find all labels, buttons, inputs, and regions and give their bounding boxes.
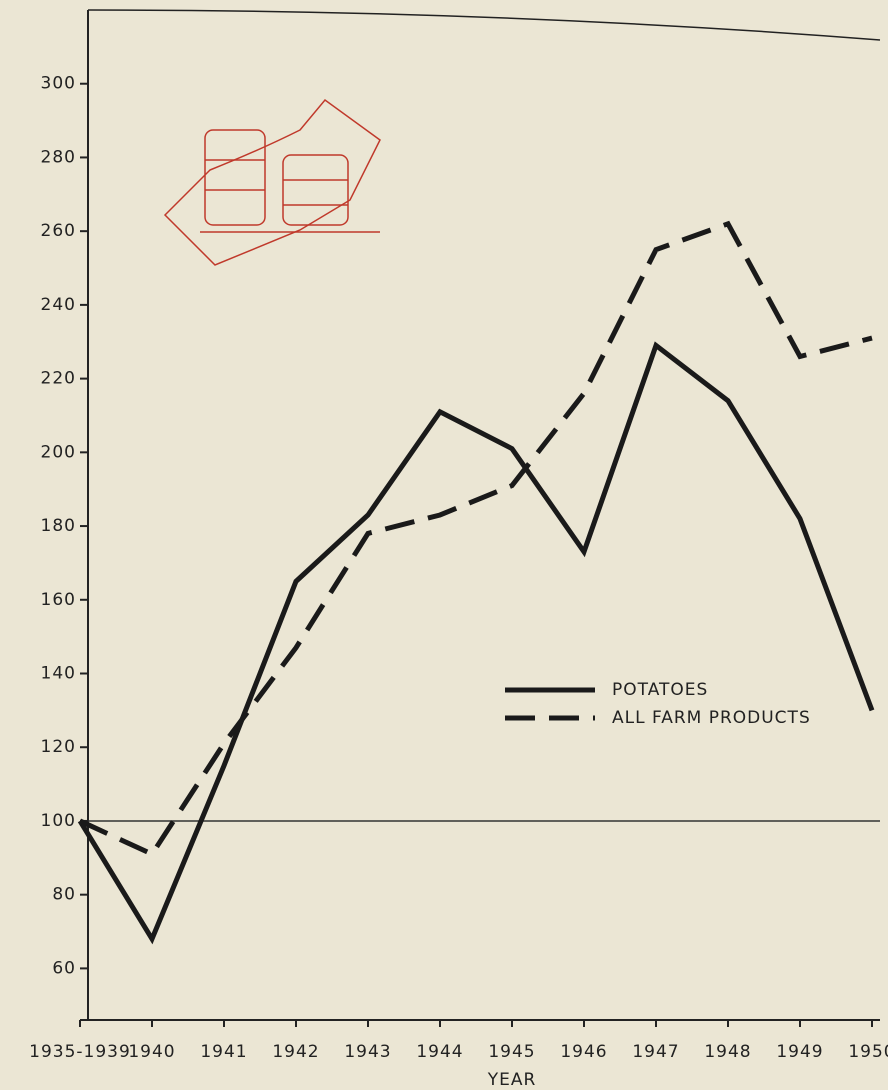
y-tick-label: 180	[41, 516, 76, 536]
y-tick-label: 260	[41, 221, 76, 241]
y-tick-label: 160	[41, 590, 76, 610]
y-tick-label: 100	[41, 811, 76, 831]
x-tick-label: 1941	[200, 1042, 247, 1062]
x-tick-label: 1940	[128, 1042, 175, 1062]
y-tick-label: 300	[41, 74, 76, 94]
legend-label: ALL FARM PRODUCTS	[612, 708, 811, 728]
x-tick-label: 1945	[488, 1042, 535, 1062]
y-tick-label: 140	[41, 664, 76, 684]
illustration	[163, 98, 381, 266]
x-tick-label: 1947	[632, 1042, 679, 1062]
y-tick-label: 60	[52, 958, 76, 978]
legend-label: POTATOES	[612, 680, 708, 700]
x-tick-label: 1949	[776, 1042, 823, 1062]
y-tick-label: 220	[41, 369, 76, 389]
y-tick-label: 200	[41, 442, 76, 462]
x-tick-label: 1943	[344, 1042, 391, 1062]
x-tick-label: 1944	[416, 1042, 463, 1062]
x-tick-label: 1942	[272, 1042, 319, 1062]
y-tick-label: 120	[41, 737, 76, 757]
series-line	[78, 220, 873, 858]
x-tick-label: 1948	[704, 1042, 751, 1062]
y-tick-label: 280	[41, 147, 76, 167]
x-tick-label: 1946	[560, 1042, 607, 1062]
series-line	[77, 341, 875, 945]
x-tick-label: 1950	[848, 1042, 888, 1062]
x-axis-label: YEAR	[487, 1070, 537, 1090]
frame-top	[87, 9, 881, 41]
y-tick-label: 80	[52, 885, 76, 905]
y-tick-label: 240	[41, 295, 76, 315]
x-tick-label: 1935-1939	[29, 1042, 131, 1062]
